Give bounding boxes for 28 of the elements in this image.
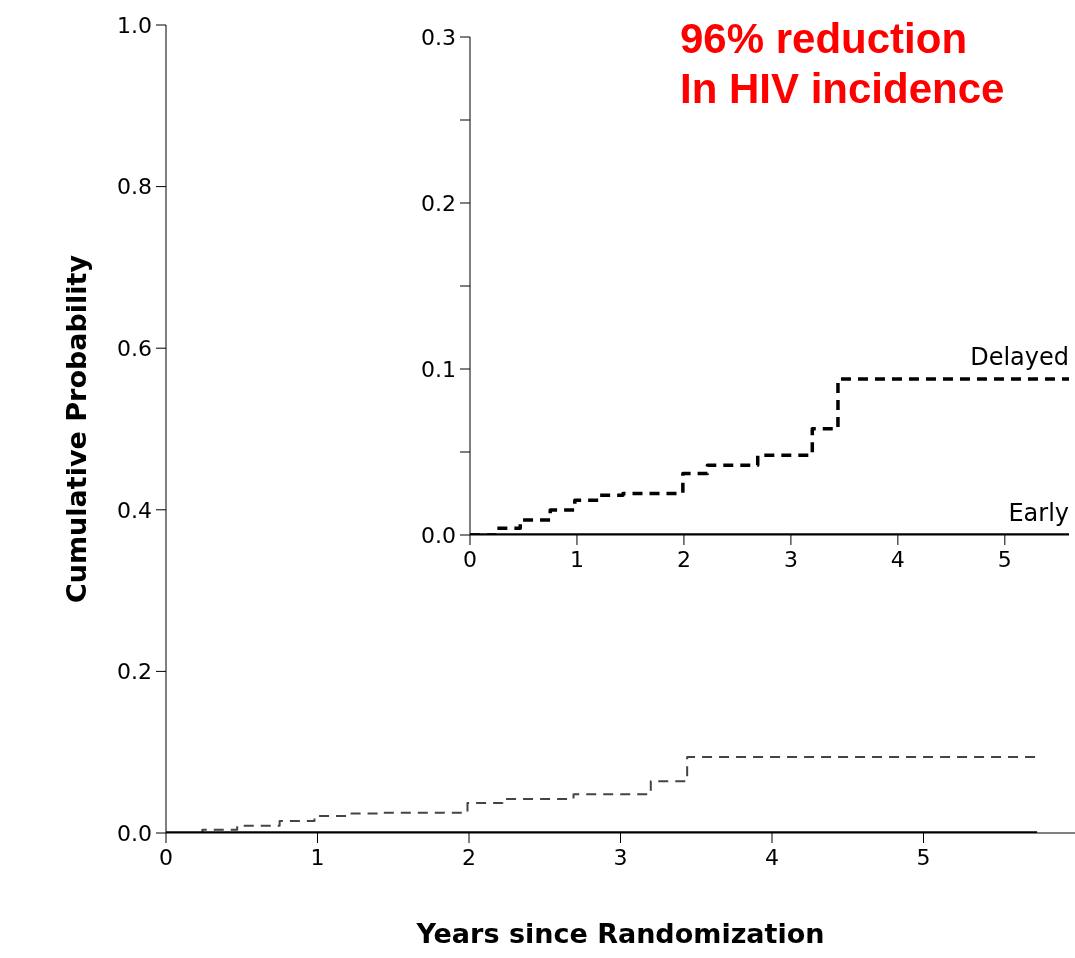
x-tick-label: 5 xyxy=(916,844,931,870)
x-tick-label: 3 xyxy=(613,844,628,870)
x-tick-label: 0 xyxy=(159,844,173,870)
series-label: Early xyxy=(1008,499,1069,527)
y-tick-label: 0.0 xyxy=(117,820,152,846)
y-tick-label: 0.6 xyxy=(117,336,152,362)
y-tick-label: 0.4 xyxy=(117,497,152,523)
y-tick-label: 0.8 xyxy=(117,174,152,200)
x-tick-label: 1 xyxy=(569,546,584,572)
x-tick-label: 1 xyxy=(310,844,325,870)
x-tick-label: 4 xyxy=(890,546,905,572)
x-tick-label: 0 xyxy=(463,546,477,572)
y-tick-label: 0.0 xyxy=(421,522,456,548)
x-axis-title: Years since Randomization xyxy=(415,918,825,949)
x-tick-label: 5 xyxy=(997,546,1012,572)
x-tick-label: 3 xyxy=(783,546,798,572)
x-tick-label: 4 xyxy=(765,844,779,870)
y-tick-label: 0.1 xyxy=(421,356,456,382)
annotation: In HIV incidence xyxy=(680,64,1005,115)
y-tick-label: 0.3 xyxy=(421,24,456,50)
y-tick-label: 0.2 xyxy=(421,190,456,216)
x-tick-label: 2 xyxy=(462,844,476,870)
y-tick-label: 0.2 xyxy=(117,659,152,685)
y-tick-label: 1.0 xyxy=(117,12,152,38)
annotation: 96% reduction xyxy=(680,14,969,64)
series-label: Delayed xyxy=(970,342,1069,371)
y-axis-title: Cumulative Probability xyxy=(60,254,92,604)
x-tick-label: 2 xyxy=(676,546,691,572)
